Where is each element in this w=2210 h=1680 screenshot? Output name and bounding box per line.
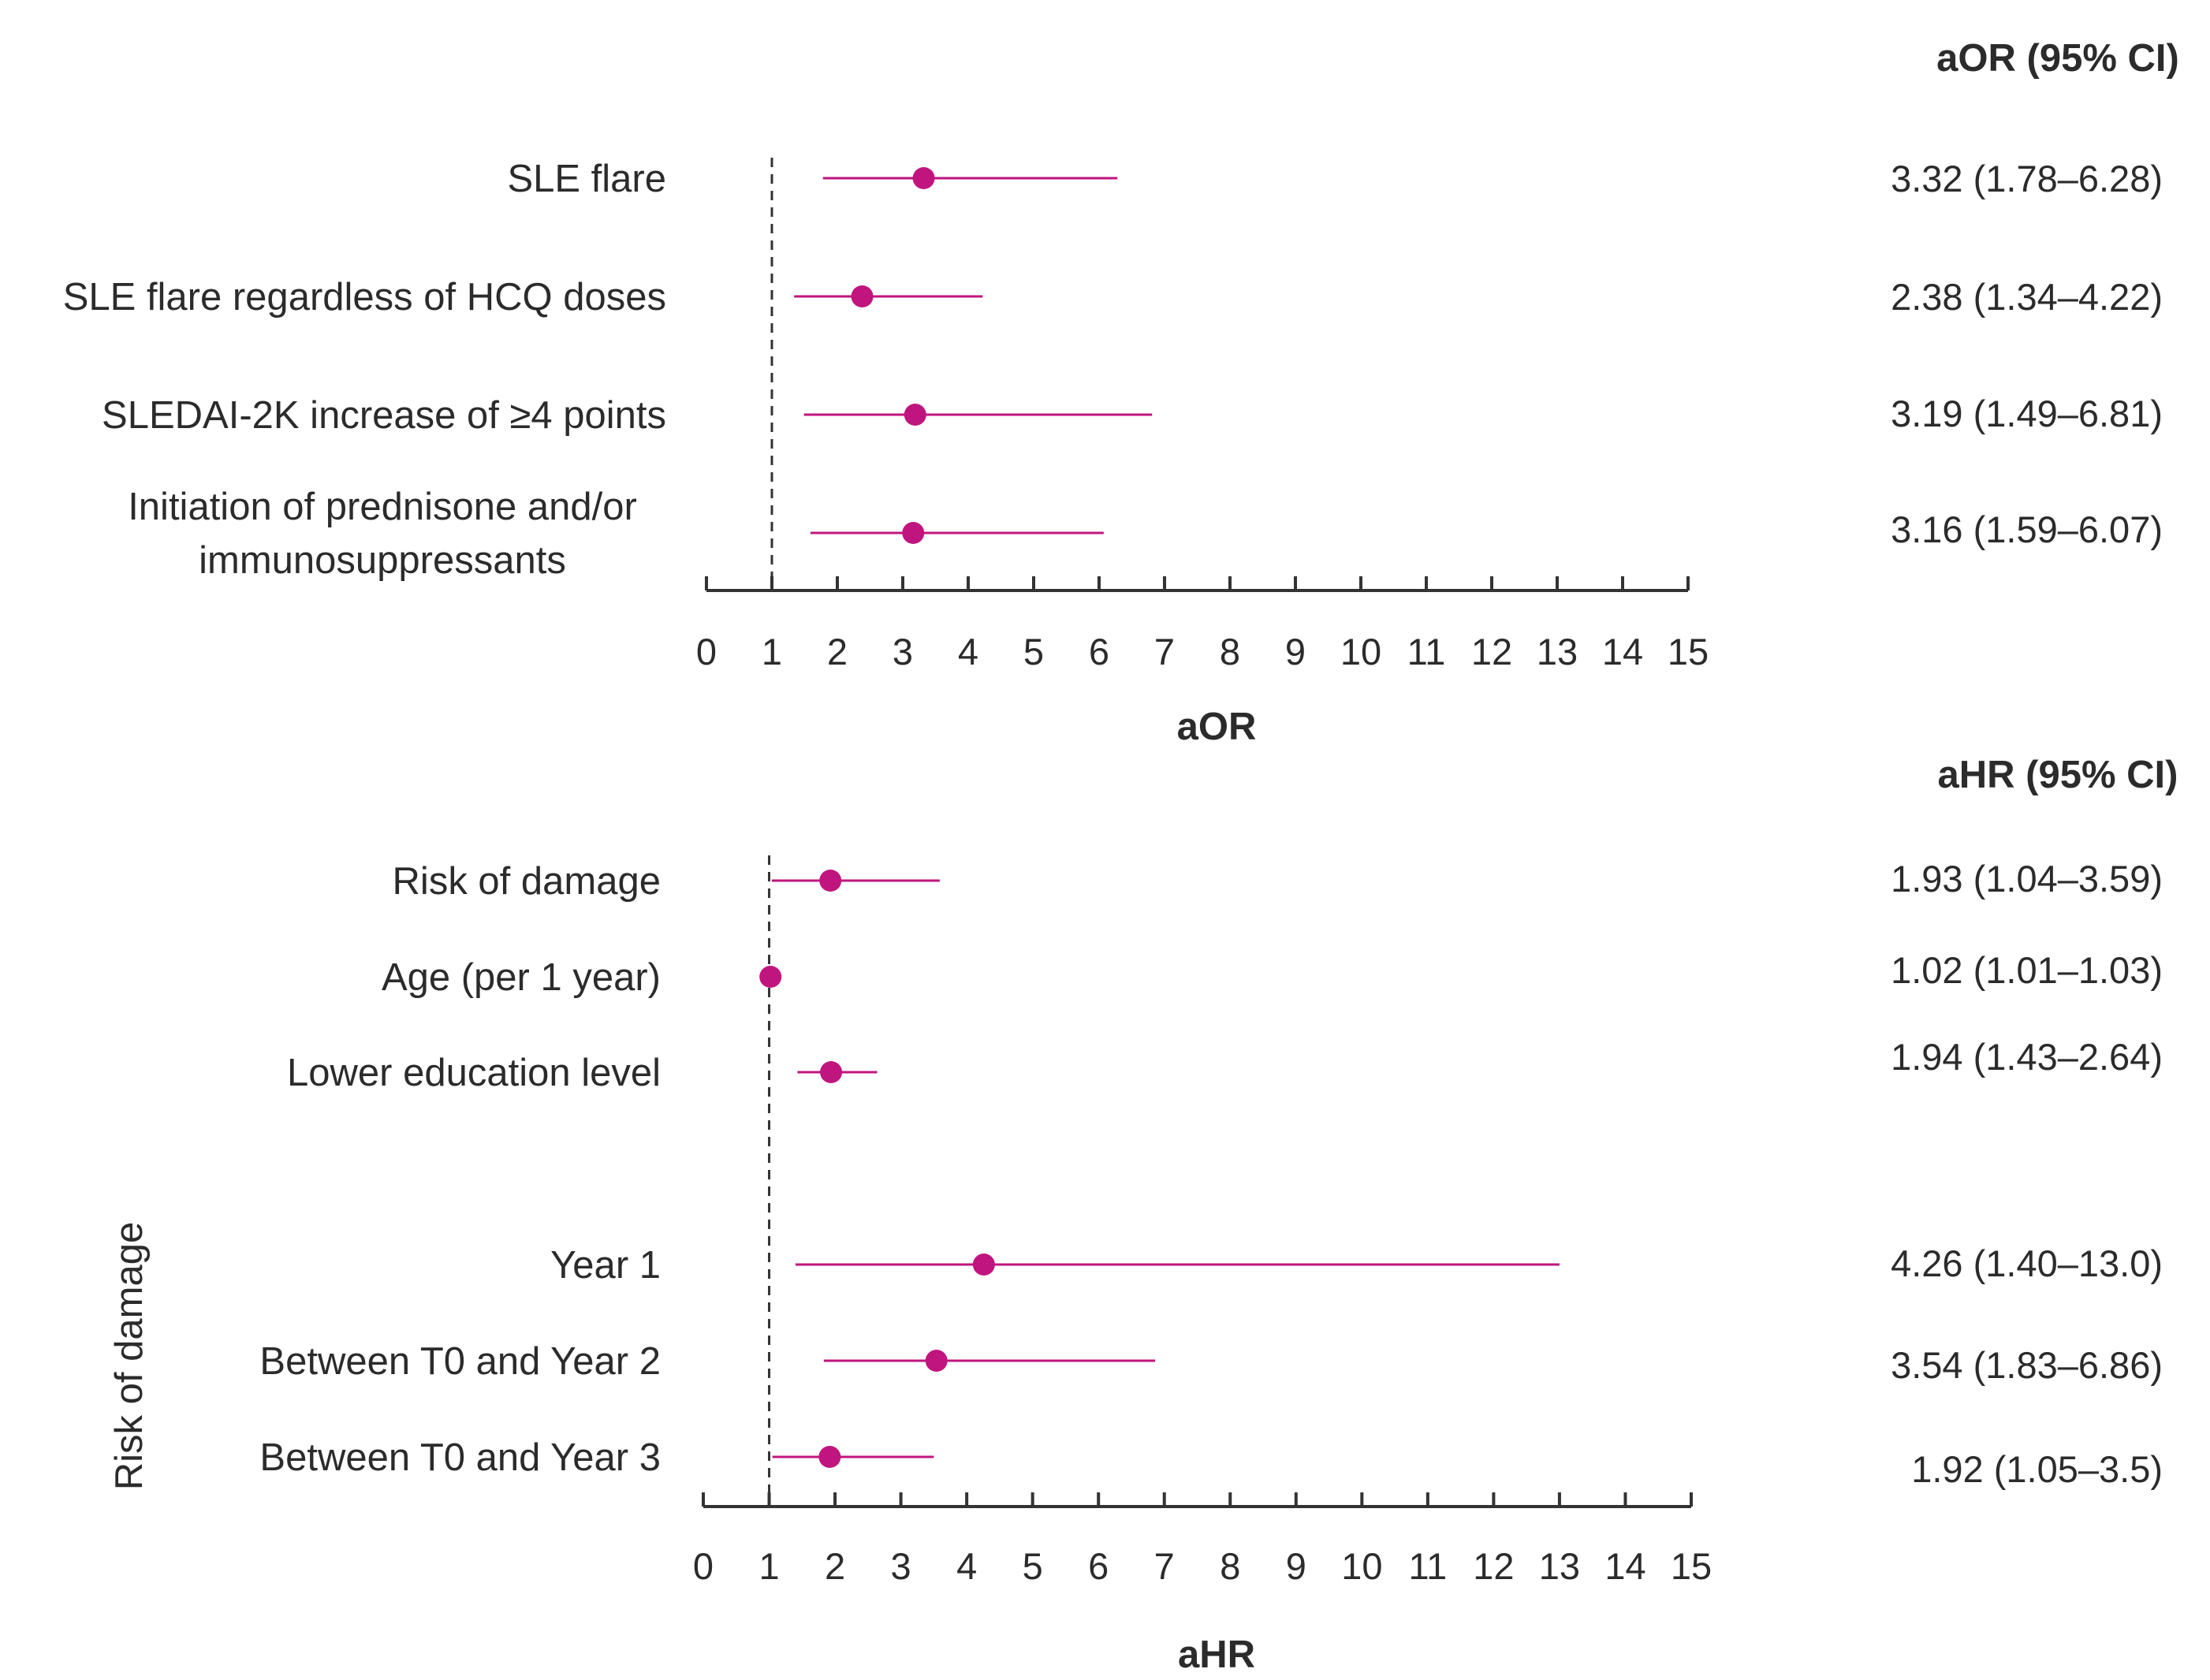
aor-tick-label: 8 <box>1220 631 1240 672</box>
aor-column-header: aOR (95% CI) <box>1936 37 2179 80</box>
aor-tick-label: 4 <box>958 631 978 672</box>
aor-tick-label: 11 <box>1407 631 1446 672</box>
estimate-ci-text: 1.94 (1.43–2.64) <box>1891 1036 2163 1078</box>
aor-tick-label: 15 <box>1668 631 1709 672</box>
aor-tick-label: 1 <box>762 631 782 672</box>
ahr-tick-label: 3 <box>891 1545 911 1587</box>
ahr-axis-title: aHR <box>1178 1633 1255 1676</box>
point-estimate-marker <box>818 1446 841 1468</box>
point-estimate-marker <box>851 285 874 307</box>
row-label: Between T0 and Year 2 <box>259 1340 661 1383</box>
ahr-tick-label: 11 <box>1408 1545 1447 1587</box>
estimate-ci-text: 4.26 (1.40–13.0) <box>1891 1242 2163 1284</box>
point-estimate-marker <box>819 870 842 892</box>
aor-tick-label: 6 <box>1089 631 1109 672</box>
ahr-tick-label: 9 <box>1286 1545 1306 1587</box>
row-label: Risk of damage <box>393 860 661 903</box>
ahr-tick-label: 12 <box>1473 1545 1514 1587</box>
point-estimate-marker <box>902 522 925 544</box>
aor-row: Initiation of prednisone and/or immunosup… <box>128 486 2163 582</box>
aor-tick-label: 3 <box>893 631 913 672</box>
ahr-tick-label: 0 <box>693 1545 714 1587</box>
ahr-row: Age (per 1 year) 1.02 (1.01–1.03) <box>382 949 2163 999</box>
ahr-tick-label: 13 <box>1539 1545 1580 1587</box>
row-label: Lower education level <box>287 1052 661 1094</box>
aor-tick-label: 9 <box>1285 631 1306 672</box>
row-label-line: immunosuppressants <box>199 539 566 582</box>
ahr-tick-label: 14 <box>1604 1545 1645 1587</box>
ahr-tick-label: 4 <box>956 1545 977 1587</box>
row-label: SLEDAI-2K increase of ≥4 points <box>102 394 666 437</box>
ahr-forest-panel: aHR (95% CI)0 1 2 3 4 5 6 7 8 9 10 11 12 13 14 15aHRRis… <box>108 754 2178 1676</box>
ahr-row: Lower education level 1.94 (1.43–2.64) <box>287 1036 2163 1094</box>
ahr-row: Between T0 and Year 2 3.54 (1.83–6.86) <box>259 1340 2163 1386</box>
estimate-ci-text: 3.16 (1.59–6.07) <box>1891 508 2163 550</box>
estimate-ci-text: 3.19 (1.49–6.81) <box>1891 393 2163 434</box>
ahr-group-label: Risk of damage <box>108 1222 151 1490</box>
point-estimate-marker <box>912 167 935 189</box>
point-estimate-marker <box>759 966 782 988</box>
ahr-row: Risk of damage 1.93 (1.04–3.59) <box>393 858 2163 903</box>
row-label-line: Initiation of prednisone and/or <box>128 486 637 528</box>
aor-row: SLE flare 3.32 (1.78–6.28) <box>507 158 2163 200</box>
point-estimate-marker <box>972 1253 995 1276</box>
ahr-tick-label: 7 <box>1154 1545 1175 1587</box>
aor-tick-label: 14 <box>1602 631 1643 672</box>
estimate-ci-text: 3.32 (1.78–6.28) <box>1891 158 2163 199</box>
aor-tick-label: 13 <box>1537 631 1578 672</box>
ahr-tick-label: 8 <box>1220 1545 1240 1587</box>
aor-tick-label: 10 <box>1340 631 1381 672</box>
row-label: Year 1 <box>550 1244 661 1287</box>
ahr-tick-label: 2 <box>825 1545 845 1587</box>
estimate-ci-text: 2.38 (1.34–4.22) <box>1891 276 2163 318</box>
row-label: SLE flare regardless of HCQ doses <box>63 276 666 318</box>
aor-axis-title: aOR <box>1177 706 1257 748</box>
row-label: Between T0 and Year 3 <box>259 1436 661 1479</box>
row-label: SLE flare <box>507 158 666 200</box>
estimate-ci-text: 1.02 (1.01–1.03) <box>1891 949 2163 991</box>
ahr-row: Between T0 and Year 3 1.92 (1.05–3.5) <box>259 1436 2163 1490</box>
aor-tick-label: 0 <box>696 631 717 672</box>
ahr-tick-label: 15 <box>1671 1545 1712 1587</box>
ahr-column-header: aHR (95% CI) <box>1938 754 2178 796</box>
point-estimate-marker <box>904 404 926 426</box>
estimate-ci-text: 1.92 (1.05–3.5) <box>1911 1448 2163 1490</box>
ahr-tick-label: 6 <box>1088 1545 1109 1587</box>
aor-row: SLEDAI-2K increase of ≥4 points 3.19 (1.4… <box>102 393 2163 437</box>
aor-tick-label: 2 <box>827 631 848 672</box>
aor-row: SLE flare regardless of HCQ doses 2.38 (1… <box>63 276 2163 318</box>
aor-tick-label: 7 <box>1154 631 1175 672</box>
ahr-tick-label: 1 <box>758 1545 779 1587</box>
estimate-ci-text: 3.54 (1.83–6.86) <box>1891 1344 2163 1386</box>
ahr-row: Year 1 4.26 (1.40–13.0) <box>550 1242 2163 1287</box>
estimate-ci-text: 1.93 (1.04–3.59) <box>1891 858 2163 900</box>
aor-tick-label: 5 <box>1023 631 1044 672</box>
ahr-tick-label: 5 <box>1023 1545 1043 1587</box>
aor-forest-panel: aOR (95% CI)0 1 2 3 4 5 6 7 8 9 10 11 12 13 14 15aORSLE… <box>63 37 2179 748</box>
point-estimate-marker <box>820 1061 843 1083</box>
point-estimate-marker <box>925 1350 948 1372</box>
row-label: Age (per 1 year) <box>382 956 661 999</box>
ahr-tick-label: 10 <box>1341 1545 1382 1587</box>
aor-tick-label: 12 <box>1471 631 1512 672</box>
